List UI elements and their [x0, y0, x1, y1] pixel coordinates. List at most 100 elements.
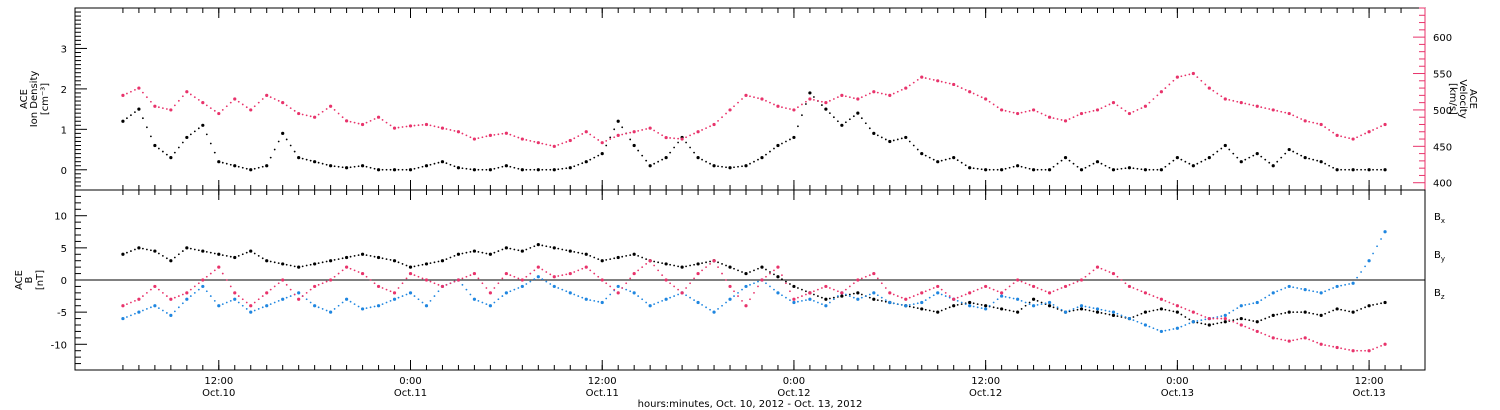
bz-trace-point	[1380, 344, 1382, 347]
bz-trace-point	[1088, 272, 1091, 275]
bz-trace-point	[1044, 290, 1047, 293]
density-trace-point	[417, 166, 420, 169]
bx-trace-point	[1292, 311, 1295, 314]
density-trace-point	[1236, 156, 1239, 159]
by-point	[552, 284, 556, 289]
bz-point	[313, 284, 317, 289]
bz-trace-point	[896, 295, 899, 297]
bz-point	[792, 297, 796, 301]
velocity-trace-point	[245, 106, 248, 109]
bz-trace-point	[1004, 288, 1007, 291]
by-trace-point	[245, 308, 248, 310]
bx-point	[1351, 310, 1355, 314]
by-point	[201, 284, 205, 289]
bx-trace-point	[940, 309, 943, 312]
velocity-point	[840, 93, 844, 97]
bx-point	[1271, 313, 1275, 317]
bz-trace-point	[149, 288, 152, 291]
bz-trace-point	[485, 287, 488, 289]
velocity-trace-point	[497, 133, 500, 136]
density-trace-point	[868, 127, 871, 130]
bz-trace-point	[621, 287, 624, 289]
bx-trace-point	[1236, 318, 1239, 321]
by-trace-point	[1072, 308, 1075, 310]
bz-trace-point	[477, 277, 480, 280]
bz-trace-point	[541, 268, 544, 271]
bz-point	[872, 271, 876, 276]
density-point	[904, 135, 908, 140]
by-trace-point	[1108, 310, 1111, 313]
density-trace-point	[193, 130, 196, 133]
by-point	[1367, 259, 1371, 263]
density-trace-point	[561, 167, 564, 170]
density-trace-point	[597, 154, 600, 157]
bx-point	[616, 255, 620, 260]
by-trace-point	[241, 304, 244, 307]
density-trace-point	[1184, 160, 1187, 163]
bx-trace-point	[621, 255, 624, 258]
bx-trace-point	[485, 252, 488, 255]
date-tick-label: Oct.13	[1352, 388, 1385, 399]
density-trace-point	[557, 168, 560, 171]
velocity-trace-point	[805, 100, 807, 103]
bz-point	[1159, 297, 1163, 301]
bx-trace-point	[209, 251, 212, 254]
bz-trace-point	[1220, 317, 1223, 320]
velocity-point	[664, 135, 668, 140]
by-trace-point	[1164, 329, 1167, 332]
velocity-axis-label-line2: Velocity	[1457, 79, 1468, 118]
velocity-point	[536, 141, 540, 145]
density-trace-point	[1380, 168, 1382, 171]
bz-trace-point	[130, 301, 132, 304]
bz-trace-point	[353, 269, 356, 272]
bx-trace-point	[429, 262, 432, 265]
by-trace-point	[1056, 306, 1059, 309]
bz-trace-point	[209, 272, 212, 275]
density-trace-point	[1152, 168, 1155, 171]
bx-trace-point	[1316, 313, 1319, 316]
bz-trace-point	[876, 277, 879, 280]
bz-point	[776, 265, 780, 269]
by-trace-point	[813, 299, 815, 302]
density-point	[1223, 143, 1227, 148]
bz-point	[968, 291, 972, 295]
bx-trace-point	[1188, 318, 1191, 321]
by-point	[1127, 316, 1132, 321]
bz-point	[1143, 291, 1148, 295]
bz-trace-point	[1284, 339, 1287, 342]
velocity-trace-point	[1364, 132, 1366, 135]
by-trace-point	[373, 305, 376, 308]
bz-trace-point	[629, 277, 632, 280]
by-trace-point	[589, 299, 592, 301]
density-trace-point	[852, 115, 855, 118]
bx-trace-point	[1216, 322, 1219, 325]
by-point	[344, 297, 349, 301]
density-trace-point	[813, 96, 815, 98]
bz-trace-point	[701, 269, 703, 272]
bz-point	[840, 291, 844, 295]
velocity-trace-point	[641, 129, 644, 131]
bz-trace-point	[848, 285, 851, 288]
velocity-trace-point	[529, 139, 532, 142]
density-trace-point	[717, 165, 719, 168]
velocity-trace-point	[269, 96, 272, 99]
bx-trace-point	[1180, 313, 1183, 316]
density-trace-point	[477, 168, 480, 171]
velocity-trace-point	[469, 136, 472, 139]
bz-trace-point	[1072, 282, 1075, 285]
velocity-trace-point	[1316, 122, 1319, 125]
by-trace-point	[181, 302, 184, 305]
bz-trace-point	[273, 285, 276, 288]
velocity-trace-point	[485, 135, 488, 138]
by-trace-point	[485, 303, 488, 306]
bx-trace-point	[721, 263, 723, 265]
velocity-trace-point	[545, 143, 548, 146]
bz-trace-point	[1212, 317, 1215, 320]
velocity-trace-point	[733, 105, 735, 108]
velocity-trace-point	[956, 85, 959, 88]
by-trace-point	[557, 287, 560, 289]
bx-trace-point	[737, 269, 739, 272]
bx-point	[169, 259, 173, 263]
